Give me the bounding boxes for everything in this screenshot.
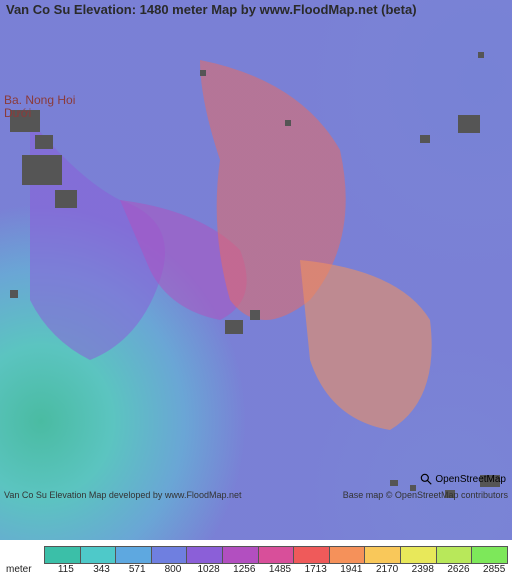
legend-value: 1485 [269,564,291,575]
legend-value: 800 [165,564,182,575]
settlement-marker [285,120,291,126]
settlement-marker [200,70,206,76]
map-container: Van Co Su Elevation: 1480 meter Map by w… [0,0,512,582]
map-area[interactable]: Ba. Nong Hoi Dưới OpenStreetMap Van Co S… [0,0,512,540]
legend-segment [400,546,436,564]
legend-value: 1256 [233,564,255,575]
legend-value: 343 [93,564,110,575]
elevation-terrain [0,0,512,540]
settlement-marker [55,190,77,208]
legend-value: 2855 [483,564,505,575]
settlement-marker [458,115,480,133]
legend-segment [436,546,472,564]
legend-segment [151,546,187,564]
osm-attribution[interactable]: OpenStreetMap [419,472,506,486]
map-title: Van Co Su Elevation: 1480 meter Map by w… [6,2,417,17]
elevation-legend: meter 115 343 571 800 1028 1256 1485 1713 1941 21… [0,544,512,582]
legend-segment [80,546,116,564]
settlement-marker [10,290,18,298]
legend-segment [186,546,222,564]
legend-value: 1028 [197,564,219,575]
legend-labels: meter 115 343 571 800 1028 1256 1485 1713 1941 21… [4,564,508,578]
legend-value: 2398 [412,564,434,575]
legend-value: 2626 [447,564,469,575]
legend-segment [329,546,365,564]
legend-unit: meter [6,564,32,575]
legend-segment [293,546,329,564]
magnifier-icon [419,472,433,486]
legend-segment [44,546,80,564]
credits-left: Van Co Su Elevation Map developed by www… [4,490,241,500]
osm-logo-text: OpenStreetMap [435,474,506,485]
legend-segment [364,546,400,564]
place-label: Ba. Nong Hoi Dưới [4,94,75,120]
settlement-marker [420,135,430,143]
legend-value: 115 [58,564,74,575]
settlement-marker [478,52,484,58]
settlement-marker [35,135,53,149]
settlement-marker [225,320,243,334]
legend-segment [258,546,294,564]
settlement-marker [22,155,62,185]
settlement-marker [250,310,260,320]
legend-value: 2170 [376,564,398,575]
legend-segment [471,546,508,564]
credits-right: Base map © OpenStreetMap contributors [343,490,508,500]
legend-value: 1713 [305,564,327,575]
legend-segment [115,546,151,564]
legend-value: 571 [129,564,146,575]
settlement-marker [390,480,398,486]
legend-value: 1941 [340,564,362,575]
legend-color-bar [44,546,508,564]
legend-segment [222,546,258,564]
